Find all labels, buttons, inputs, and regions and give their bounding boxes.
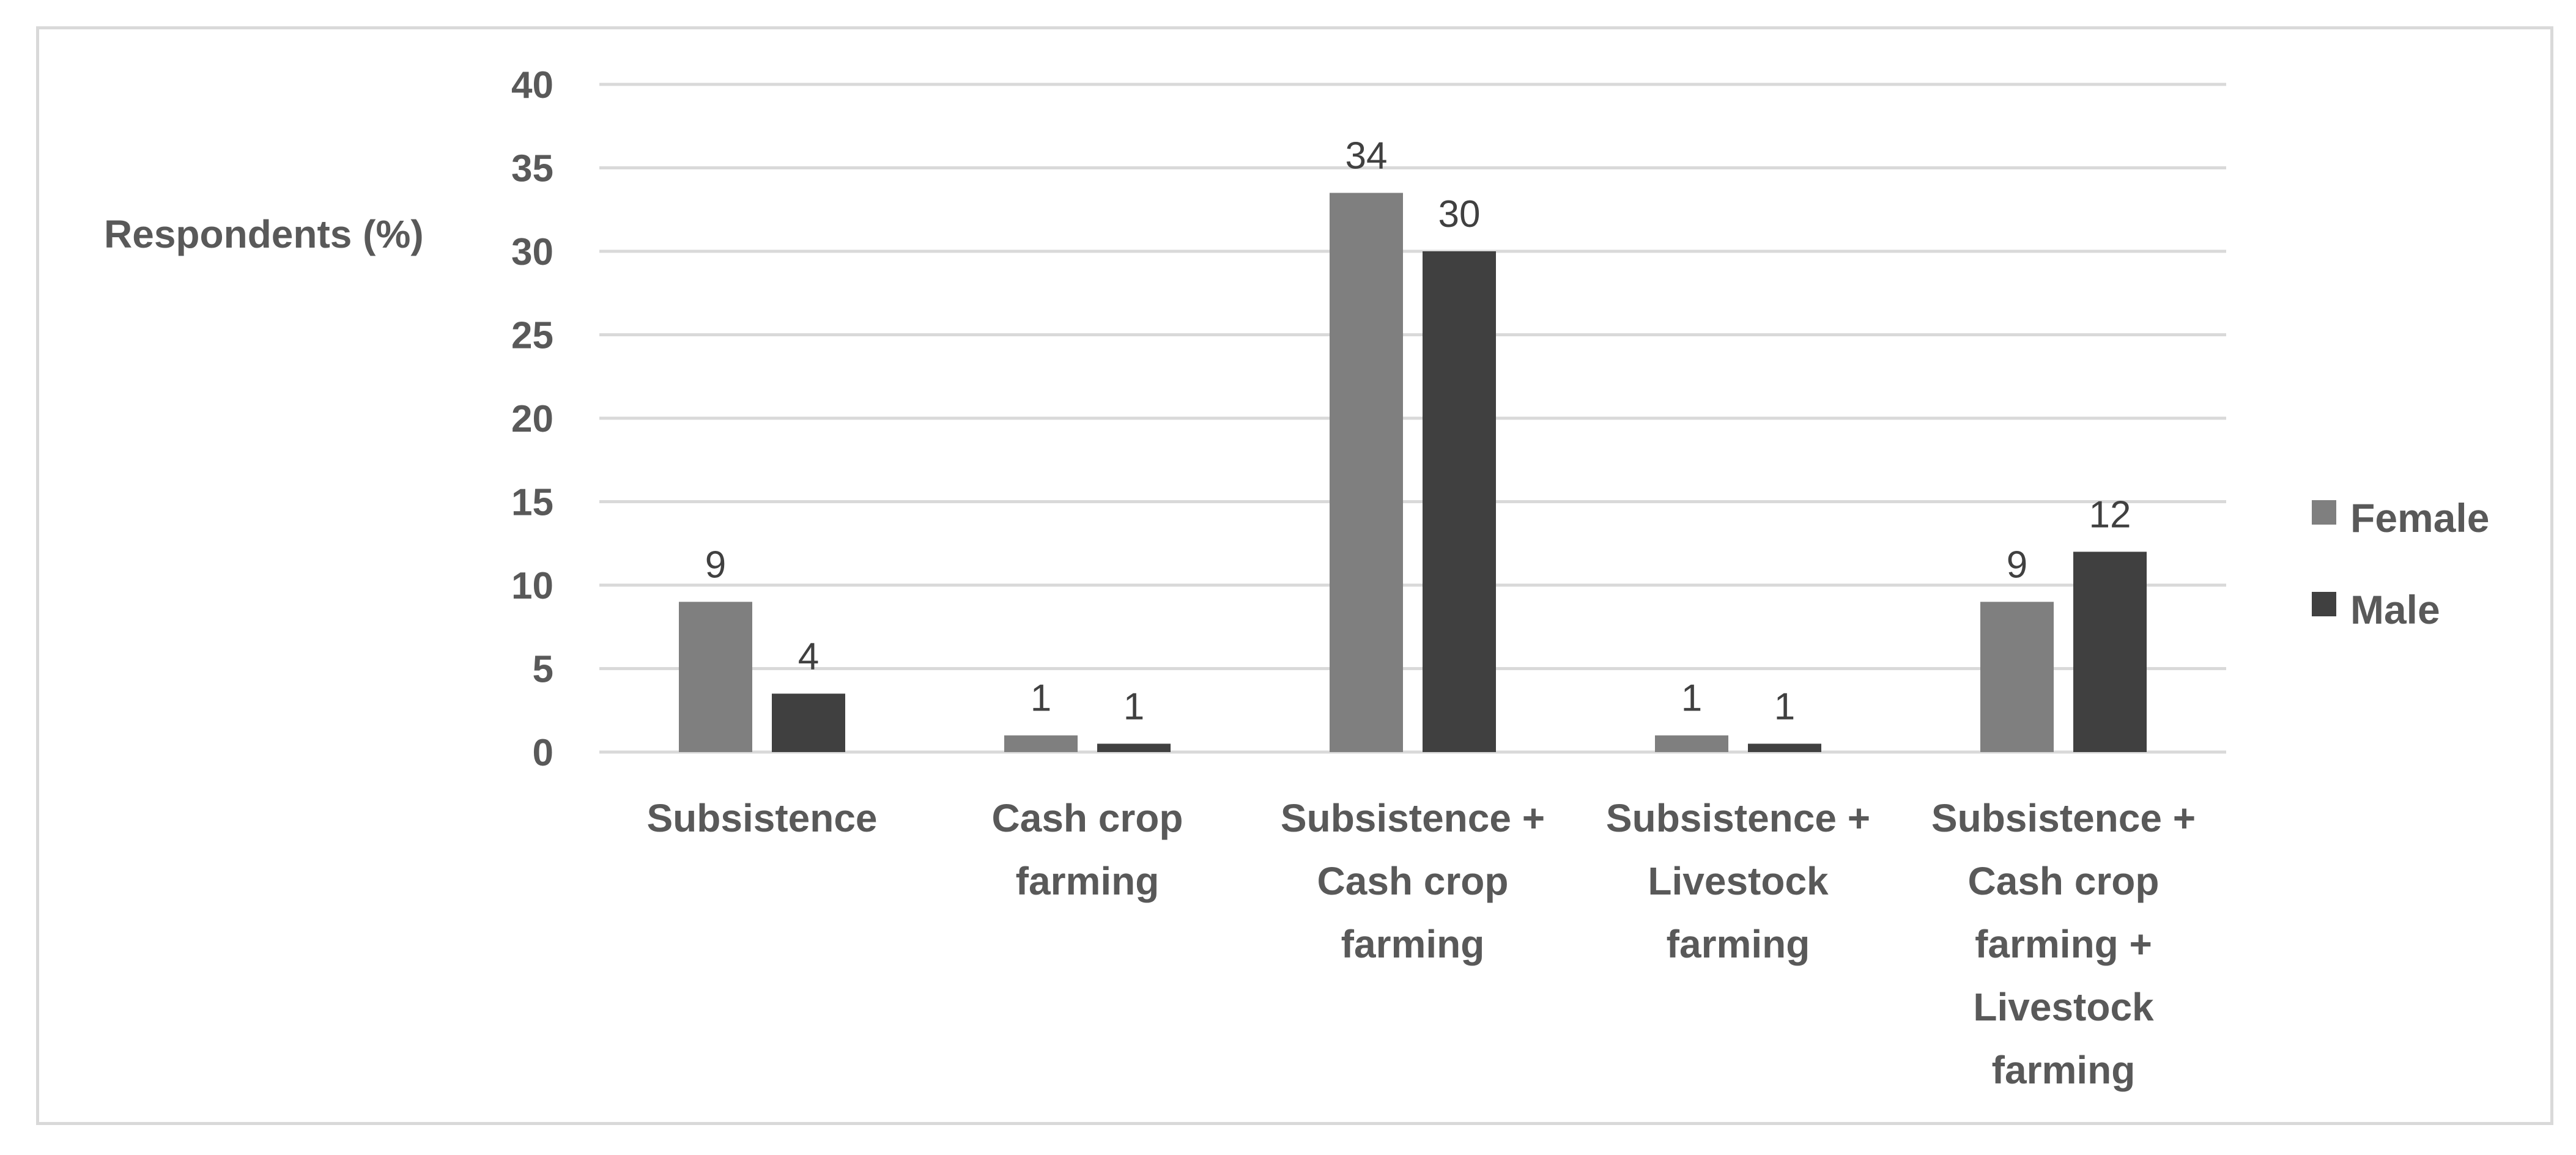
legend-swatch-male <box>2312 592 2336 616</box>
bar-male <box>1423 251 1496 752</box>
category-label: Livestock <box>1973 985 2154 1029</box>
y-tick-label: 30 <box>511 231 553 273</box>
legend-label: Male <box>2350 587 2440 632</box>
data-label: 4 <box>798 635 819 677</box>
bar-male <box>2073 552 2147 752</box>
y-tick-label: 10 <box>511 565 553 607</box>
bar-female <box>1004 735 1078 752</box>
category-label: Subsistence + <box>1931 796 2196 840</box>
legend-label: Female <box>2350 495 2489 541</box>
category-label: Subsistence + <box>1281 796 1545 840</box>
gridlines <box>599 83 2226 754</box>
bar-female <box>679 602 752 752</box>
data-label: 9 <box>2007 544 2027 586</box>
y-axis-title: Respondents (%) <box>104 212 424 256</box>
data-label: 34 <box>1345 135 1388 177</box>
legend-swatch-female <box>2312 500 2336 525</box>
category-label: farming <box>1341 922 1485 966</box>
y-tick-label: 5 <box>533 649 553 691</box>
data-label: 9 <box>705 544 726 586</box>
category-label: Subsistence + <box>1606 796 1870 840</box>
y-axis-ticks: 0 5 10 15 20 25 30 35 40 <box>511 64 553 774</box>
data-labels: 9 4 1 1 34 30 1 1 9 12 <box>705 135 2131 728</box>
data-label: 12 <box>2089 493 2131 536</box>
data-label: 1 <box>1123 685 1144 728</box>
category-label: farming + <box>1975 922 2152 966</box>
y-tick-label: 15 <box>511 482 553 524</box>
data-label: 1 <box>1774 685 1795 728</box>
y-tick-label: 35 <box>511 148 553 190</box>
data-label: 1 <box>1031 677 1051 720</box>
data-label: 1 <box>1681 677 1702 720</box>
bar-female <box>1980 602 2054 752</box>
bars <box>679 193 2147 752</box>
data-label: 30 <box>1438 193 1481 235</box>
bar-male <box>772 693 845 752</box>
category-label: Cash crop <box>1968 859 2160 903</box>
category-label: Subsistence <box>646 796 877 840</box>
category-label: farming <box>1992 1048 2136 1092</box>
y-tick-label: 25 <box>511 315 553 357</box>
legend: Female Male <box>2312 495 2489 632</box>
category-label: farming <box>1016 859 1160 903</box>
category-label: Cash crop <box>1317 859 1509 903</box>
bar-female <box>1330 193 1403 752</box>
y-tick-label: 0 <box>533 732 553 774</box>
bar-male <box>1748 744 1821 752</box>
y-tick-label: 40 <box>511 64 553 106</box>
bar-male <box>1097 744 1171 752</box>
bar-female <box>1655 735 1728 752</box>
y-tick-label: 20 <box>511 398 553 440</box>
category-label: Cash crop <box>992 796 1183 840</box>
category-label: Livestock <box>1648 859 1829 903</box>
category-label: farming <box>1667 922 1810 966</box>
category-labels: Subsistence Cash crop farming Subsistence +… <box>646 796 2196 1092</box>
